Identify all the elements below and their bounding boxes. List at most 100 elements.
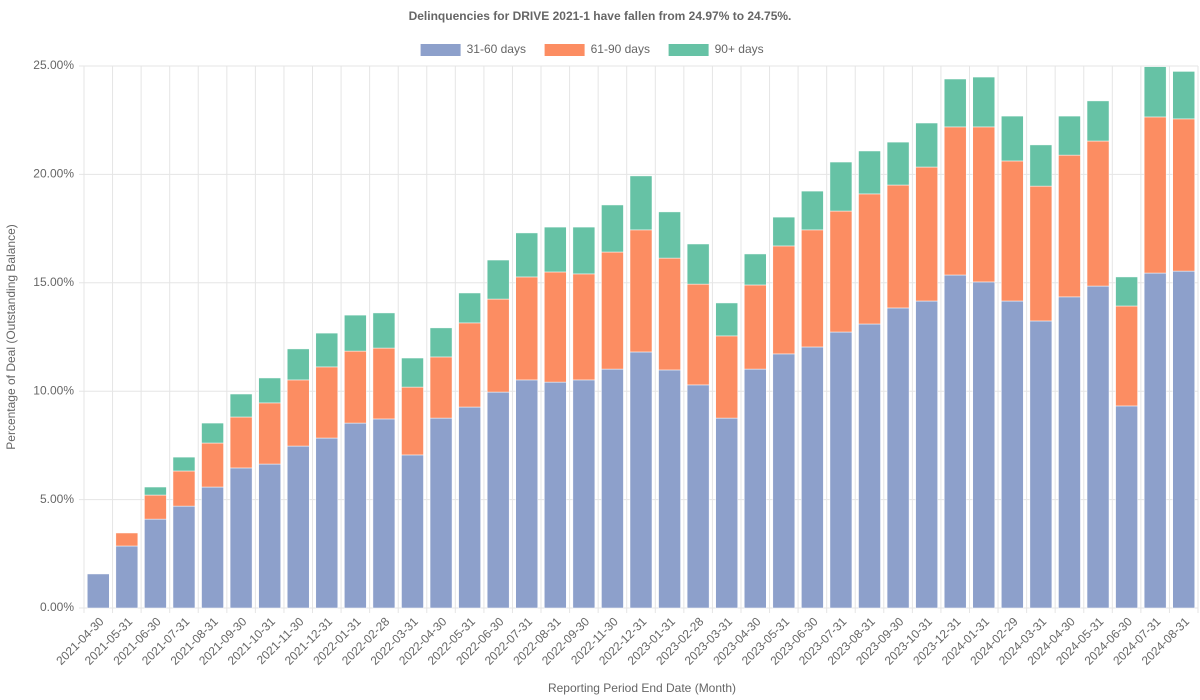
bar-segment (544, 381, 567, 609)
bar-segment (429, 327, 453, 358)
legend-label: 90+ days (715, 42, 764, 56)
bar-segment (115, 545, 139, 609)
bar-segment (686, 384, 710, 609)
bar-segment (686, 243, 710, 285)
bar-segment (401, 386, 424, 456)
y-tick-label: 25.00% (33, 58, 74, 72)
bar-segment (943, 274, 967, 609)
bar-segment (715, 335, 738, 419)
bar-segment (486, 391, 510, 609)
bar-segment (943, 78, 967, 128)
bar-segment (829, 210, 853, 333)
bar-segment (515, 276, 538, 381)
bar-segment (1086, 285, 1110, 609)
bar-segment (258, 463, 281, 609)
legend-label: 31-60 days (467, 42, 526, 56)
bar-segment (858, 323, 881, 609)
bar-segment (858, 150, 881, 195)
bar-segment (915, 122, 938, 168)
bar-segment (886, 141, 910, 186)
bar-segment (1172, 270, 1195, 609)
bar-segment (658, 369, 681, 609)
y-tick-label: 5.00% (40, 492, 74, 506)
bar-segment (229, 467, 253, 609)
bar-segment (229, 393, 253, 418)
bar-segment (315, 366, 339, 439)
bar-segment (372, 312, 396, 349)
bar-segment (601, 368, 624, 609)
bar-segment (858, 193, 881, 325)
bar-segment (772, 353, 796, 609)
bar-segment (401, 454, 424, 609)
bar-segment (715, 302, 738, 337)
x-axis-title: Reporting Period End Date (Month) (548, 681, 736, 695)
y-axis-title: Percentage of Deal (Outstanding Balance) (4, 224, 18, 449)
bar-segment (144, 494, 167, 520)
bar-segment (915, 300, 938, 609)
bar-segment (744, 368, 767, 609)
legend-swatch (668, 44, 709, 56)
bar-segment (601, 251, 624, 370)
bar-segment (115, 532, 139, 547)
bar-segment (658, 257, 681, 371)
bar-segment (1029, 144, 1053, 187)
bar-segment (286, 379, 310, 447)
bar-segment (1001, 300, 1024, 609)
bar-segment (829, 331, 853, 609)
legend-label: 61-90 days (591, 42, 650, 56)
bar-segment (1029, 185, 1053, 322)
bar-segment (172, 470, 196, 507)
y-tick-label: 10.00% (33, 383, 74, 397)
bar-segment (201, 486, 224, 609)
bar-segment (686, 283, 710, 386)
bar-segment (344, 422, 367, 609)
bar-segment (544, 226, 567, 273)
chart-title: Delinquencies for DRIVE 2021-1 have fall… (409, 9, 792, 23)
bar-segment (1115, 305, 1138, 407)
bar-segment (344, 314, 367, 352)
bar-segment (258, 402, 281, 465)
legend-swatch (420, 44, 461, 56)
bar-segment (629, 175, 653, 231)
bar-segment (515, 379, 538, 609)
bar-segment (629, 351, 653, 609)
bar-segment (744, 284, 767, 370)
bar-segment (315, 437, 339, 609)
bar-segment (486, 298, 510, 393)
y-tick-label: 0.00% (40, 600, 74, 614)
bar-segment (172, 456, 196, 472)
bar-segment (1086, 100, 1110, 142)
bar-segment (1058, 115, 1081, 156)
bar-segment (1001, 160, 1024, 302)
bar-segment (486, 259, 510, 300)
bar-segment (172, 505, 196, 609)
bar-segment (1086, 140, 1110, 287)
bar-segment (1143, 116, 1167, 274)
bar-segment (1172, 118, 1195, 272)
y-tick-label: 15.00% (33, 275, 74, 289)
bar-segment (801, 346, 824, 609)
bar-segment (544, 271, 567, 383)
bar-segment (772, 216, 796, 247)
bar-segment (972, 76, 996, 128)
bar-segment (515, 232, 538, 278)
bar-segment (972, 281, 996, 609)
bar-segment (886, 307, 910, 609)
bar-segment (401, 357, 424, 388)
bar-segment (601, 204, 624, 253)
bar-segment (715, 417, 738, 609)
bar-segment (886, 184, 910, 309)
bar-segment (286, 445, 310, 609)
bar-segment (1058, 296, 1081, 609)
bar-segment (744, 253, 767, 286)
bar-segment (372, 418, 396, 609)
bar-segment (344, 350, 367, 424)
bar-segment (1143, 66, 1167, 118)
bar-segment (801, 190, 824, 231)
bar-segment (829, 161, 853, 212)
bar-segment (286, 348, 310, 381)
bar-segment (458, 406, 481, 609)
bar-segment (972, 126, 996, 283)
bar-segment (458, 292, 481, 324)
bar-segment (229, 416, 253, 469)
